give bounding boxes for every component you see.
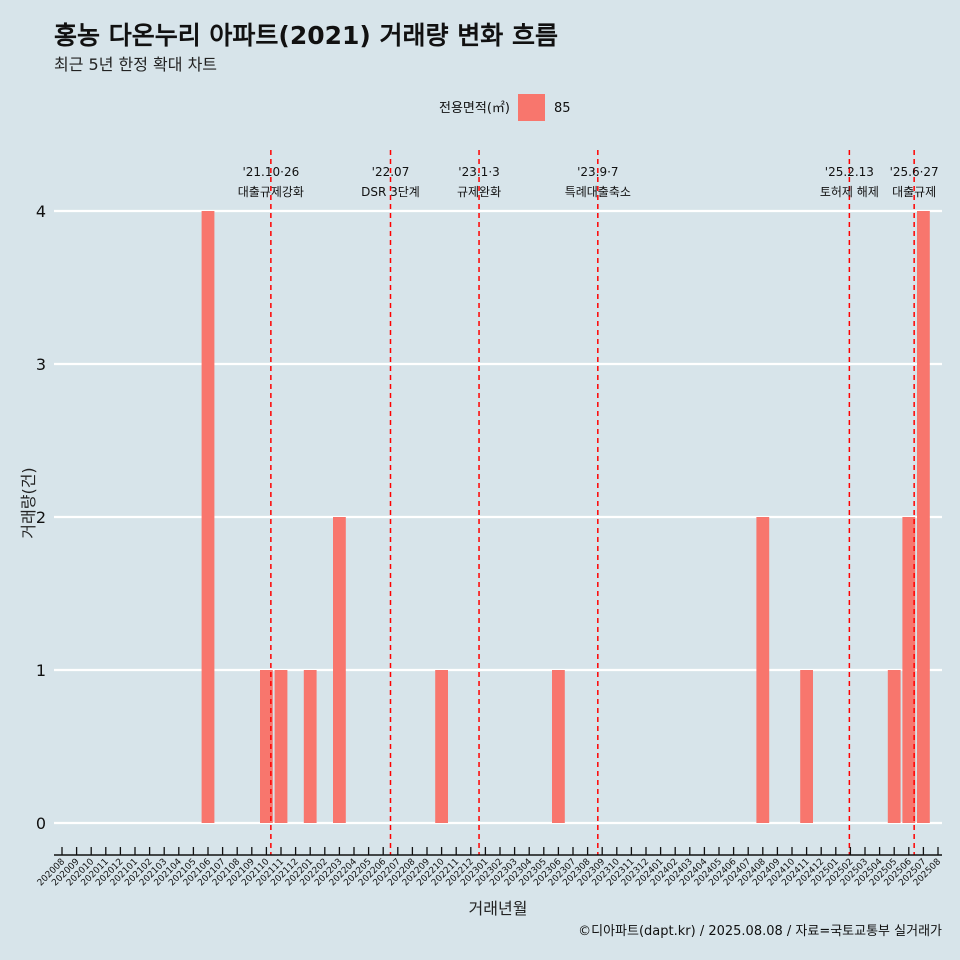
chart-subtitle: 최근 5년 한정 확대 차트 — [54, 55, 217, 74]
legend-label-85: 85 — [554, 101, 571, 116]
y-tick-label-3: 3 — [36, 355, 46, 374]
bar-202306 — [552, 670, 565, 823]
y-axis-ticks: 0 1 2 3 4 — [36, 202, 46, 833]
bar-202203 — [333, 517, 346, 823]
y-axis-title: 거래량(건) — [19, 467, 38, 538]
bar-202507 — [917, 211, 930, 823]
bars — [201, 211, 930, 823]
y-tick-label-4: 4 — [36, 202, 46, 221]
bar-202408 — [756, 517, 770, 823]
legend-key-85 — [518, 94, 545, 121]
legend: 전용면적(㎡) 85 — [439, 94, 571, 121]
annotation-label-4: 토허제 해제 — [820, 185, 879, 199]
annotation-label-1: DSR 3단계 — [361, 185, 420, 199]
y-tick-label-0: 0 — [36, 814, 46, 833]
bar-202110 — [260, 670, 273, 823]
y-tick-label-2: 2 — [36, 508, 46, 527]
annotation-date-1: '22.07 — [372, 165, 410, 179]
annotations: '21.10·26 대출규제강화 '22.07 DSR 3단계 '23.1·3 규제완화 '… — [238, 150, 939, 855]
bar-202106 — [201, 211, 215, 823]
annotation-label-5: 대출규제 — [892, 185, 936, 199]
y-tick-label-1: 1 — [36, 661, 46, 680]
legend-title: 전용면적(㎡) — [439, 101, 510, 116]
bar-202201 — [303, 670, 317, 823]
chart-title: 홍농 다온누리 아파트(2021) 거래량 변화 흐름 — [54, 21, 558, 50]
annotation-label-2: 규제완화 — [457, 185, 501, 199]
annotation-date-5: '25.6·27 — [890, 165, 939, 179]
annotation-label-3: 특례대출축소 — [565, 185, 631, 199]
annotation-date-2: '23.1·3 — [458, 165, 499, 179]
x-axis-title: 거래년월 — [469, 899, 528, 918]
annotation-date-3: '23.9·7 — [577, 165, 618, 179]
annotation-date-0: '21.10·26 — [242, 165, 299, 179]
bar-202210 — [435, 670, 448, 823]
caption: ©디아파트(dapt.kr) / 2025.08.08 / 자료=국토교통부 실… — [578, 924, 942, 939]
annotation-label-0: 대출규제강화 — [238, 185, 304, 199]
bar-202505 — [887, 670, 901, 823]
bar-202111 — [274, 670, 288, 823]
bar-202506 — [902, 517, 916, 823]
bar-202411 — [800, 670, 813, 823]
annotation-date-4: '25.2.13 — [825, 165, 874, 179]
x-axis: 2020082020092020102020112020122021012021… — [36, 847, 943, 888]
